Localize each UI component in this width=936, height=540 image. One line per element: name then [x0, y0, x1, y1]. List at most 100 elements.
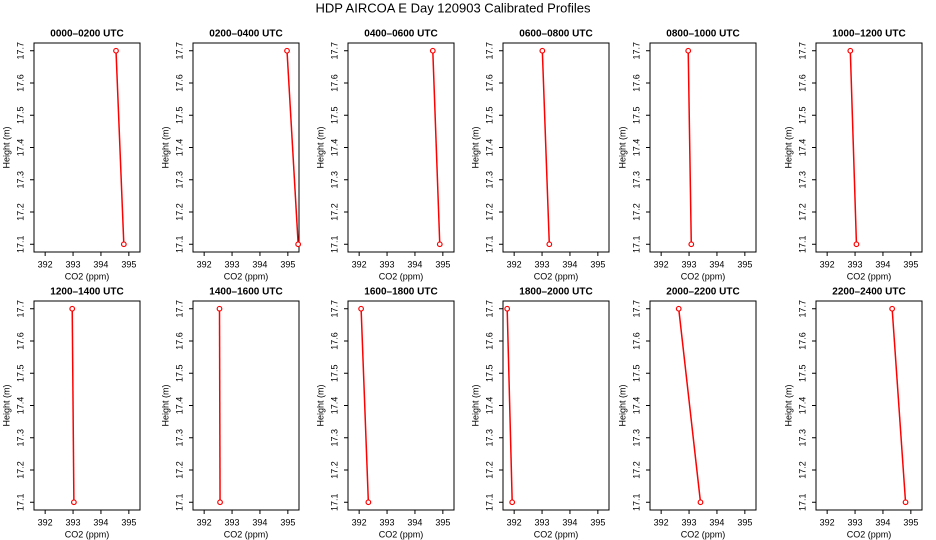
- y-tick-label: 17.2: [484, 203, 494, 221]
- x-axis-label: CO2 (ppm): [847, 529, 892, 539]
- y-tick-label: 17.1: [797, 235, 807, 253]
- x-tick-label: 392: [507, 259, 522, 269]
- x-tick-label: 392: [820, 259, 835, 269]
- y-tick-label: 17.1: [631, 235, 641, 253]
- plot-frame: [815, 42, 923, 253]
- x-tick-label: 395: [121, 517, 136, 527]
- profile-point: [509, 499, 516, 506]
- y-tick-label: 17.3: [174, 171, 184, 189]
- y-tick-label: 17.1: [484, 493, 494, 511]
- x-tick-label: 393: [66, 517, 81, 527]
- y-tick-label: 17.6: [484, 74, 494, 92]
- y-axis-label: Height (m): [160, 384, 170, 426]
- x-tick-label: 395: [280, 259, 295, 269]
- x-axis-label: CO2 (ppm): [65, 271, 110, 281]
- x-tick-label: 395: [280, 517, 295, 527]
- y-tick-label: 17.7: [174, 42, 184, 60]
- x-tick-label: 393: [682, 259, 697, 269]
- y-tick-label: 17.4: [484, 139, 494, 157]
- x-tick-label: 394: [93, 517, 108, 527]
- x-tick-label: 393: [225, 517, 240, 527]
- plot-frame: [33, 42, 141, 253]
- profile-point: [120, 241, 127, 248]
- x-axis-label: CO2 (ppm): [681, 529, 726, 539]
- profile-line: [687, 50, 693, 245]
- panel-title: 0200–0400 UTC: [209, 29, 282, 40]
- plot-frame: [502, 300, 610, 511]
- y-tick-label: 17.7: [797, 42, 807, 60]
- panel-title: 1600–1800 UTC: [364, 287, 437, 298]
- x-tick-label: 392: [654, 517, 669, 527]
- x-tick-label: 393: [535, 259, 550, 269]
- profile-point: [546, 241, 553, 248]
- y-tick-label: 17.2: [329, 461, 339, 479]
- x-axis-label: CO2 (ppm): [534, 271, 579, 281]
- profile-point: [889, 305, 896, 312]
- y-tick-label: 17.6: [329, 332, 339, 350]
- profile-line: [677, 308, 702, 503]
- profile-point: [685, 47, 692, 54]
- panel-title: 1800–2000 UTC: [519, 287, 592, 298]
- y-tick-label: 17.2: [15, 203, 25, 221]
- x-tick-label: 394: [407, 259, 422, 269]
- y-tick-label: 17.6: [797, 74, 807, 92]
- y-tick-label: 17.4: [631, 139, 641, 157]
- x-tick-label: 393: [535, 517, 550, 527]
- x-tick-label: 393: [380, 517, 395, 527]
- y-axis-label: Height (m): [470, 384, 480, 426]
- x-tick-label: 394: [562, 517, 577, 527]
- y-tick-label: 17.6: [174, 74, 184, 92]
- plot-frame: [33, 300, 141, 511]
- profile-line: [506, 308, 513, 503]
- y-tick-label: 17.5: [484, 364, 494, 382]
- x-tick-label: 395: [435, 517, 450, 527]
- y-tick-label: 17.1: [15, 493, 25, 511]
- profile-line: [71, 308, 75, 503]
- y-tick-label: 17.1: [15, 235, 25, 253]
- x-tick-label: 395: [737, 517, 752, 527]
- profile-line: [115, 50, 125, 245]
- x-tick-label: 392: [38, 517, 53, 527]
- plot-frame: [347, 300, 455, 511]
- x-tick-label: 392: [352, 517, 367, 527]
- y-tick-label: 17.4: [329, 397, 339, 415]
- y-tick-label: 17.2: [631, 461, 641, 479]
- x-tick-label: 392: [507, 517, 522, 527]
- y-tick-label: 17.7: [484, 300, 494, 318]
- y-tick-label: 17.4: [797, 139, 807, 157]
- profile-point: [216, 305, 223, 312]
- x-tick-label: 392: [38, 259, 53, 269]
- y-tick-label: 17.7: [329, 300, 339, 318]
- y-tick-label: 17.3: [329, 171, 339, 189]
- x-tick-label: 394: [93, 259, 108, 269]
- x-tick-label: 394: [709, 517, 724, 527]
- x-tick-label: 394: [562, 259, 577, 269]
- panel-title: 2000–2200 UTC: [666, 287, 739, 298]
- profile-point: [70, 499, 77, 506]
- y-axis-label: Height (m): [160, 126, 170, 168]
- profile-point: [284, 47, 290, 54]
- x-tick-label: 393: [380, 259, 395, 269]
- y-tick-label: 17.5: [174, 106, 184, 124]
- y-tick-label: 17.7: [631, 42, 641, 60]
- profile-point: [436, 241, 443, 248]
- profile-point: [429, 47, 436, 54]
- y-tick-label: 17.2: [797, 461, 807, 479]
- y-tick-label: 17.5: [15, 364, 25, 382]
- y-tick-label: 17.2: [484, 461, 494, 479]
- x-tick-label: 395: [903, 517, 918, 527]
- x-tick-label: 393: [848, 259, 863, 269]
- panel-title: 0000–0200 UTC: [50, 29, 123, 40]
- panel-title: 0800–1000 UTC: [666, 29, 739, 40]
- y-tick-label: 17.4: [484, 397, 494, 415]
- y-tick-label: 17.7: [15, 300, 25, 318]
- x-axis-label: CO2 (ppm): [224, 529, 269, 539]
- x-axis-label: CO2 (ppm): [379, 529, 424, 539]
- y-tick-label: 17.2: [631, 203, 641, 221]
- y-tick-label: 17.6: [174, 332, 184, 350]
- plot-frame: [192, 42, 300, 253]
- y-tick-label: 17.7: [329, 42, 339, 60]
- y-axis-label: Height (m): [315, 126, 325, 168]
- x-axis-label: CO2 (ppm): [65, 529, 110, 539]
- x-axis-label: CO2 (ppm): [379, 271, 424, 281]
